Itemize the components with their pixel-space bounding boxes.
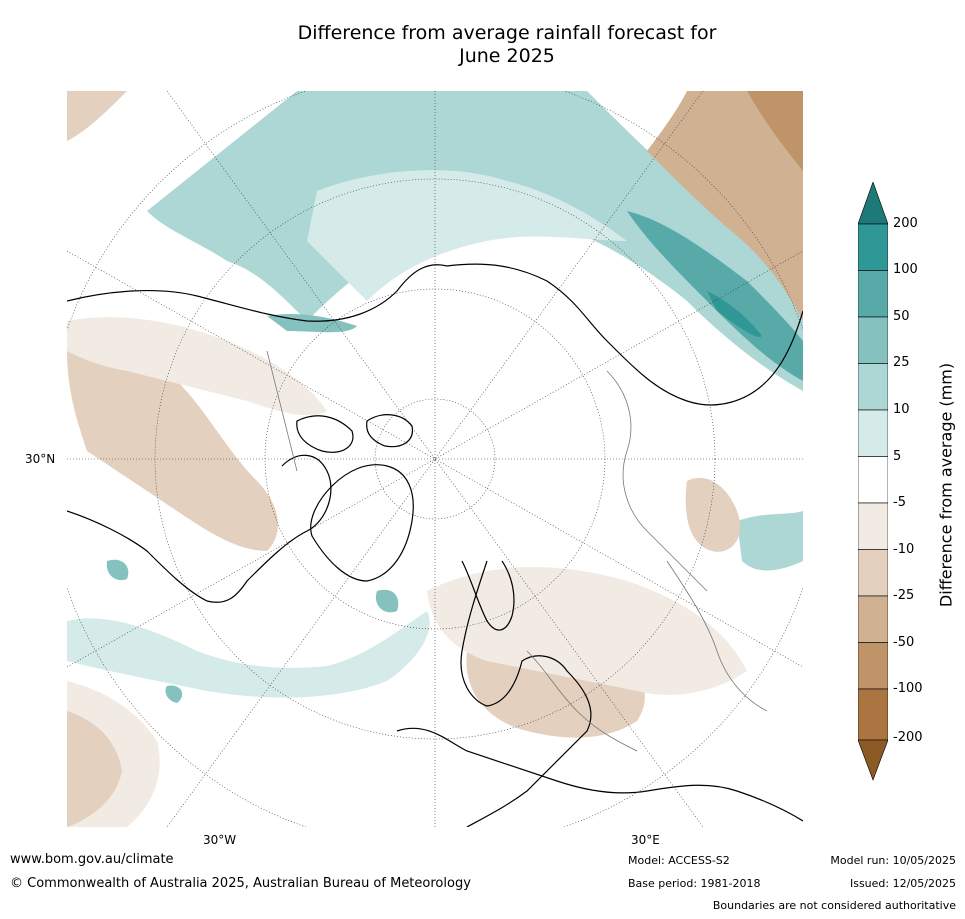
colorbar-swatch-100 bbox=[858, 270, 888, 318]
rainfall-anomaly-map bbox=[67, 91, 803, 827]
dry-region-north-america bbox=[67, 347, 278, 551]
dry-region-east-asia bbox=[647, 91, 803, 321]
graticule bbox=[67, 91, 803, 827]
dry-region-central-asia bbox=[685, 477, 741, 552]
colorbar-swatch-neg50 bbox=[858, 642, 888, 690]
coastline-greenland bbox=[310, 464, 414, 582]
footer-disclaimer: Boundaries are not considered authoritat… bbox=[712, 899, 956, 912]
map-canvas bbox=[67, 91, 803, 827]
colorbar-title: Difference from average (mm) bbox=[936, 362, 956, 608]
colorbar-tick-neg10: -10 bbox=[893, 542, 915, 557]
colorbar-tick-100: 100 bbox=[893, 262, 918, 277]
coastline-arctic-islands bbox=[296, 414, 413, 453]
colorbar-tick-10: 10 bbox=[893, 402, 910, 417]
colorbar-swatch-neg10 bbox=[858, 549, 888, 597]
footer-website: www.bom.gov.au/climate bbox=[10, 852, 174, 867]
longitude-label-30w: 30°W bbox=[203, 833, 237, 847]
country-borders bbox=[266, 350, 768, 752]
dry-region-europe-light bbox=[427, 567, 747, 695]
title-line-2: June 2025 bbox=[459, 45, 555, 67]
colorbar-swatch-neg5 bbox=[858, 502, 888, 550]
colorbar-tick-5: 5 bbox=[893, 449, 902, 464]
colorbar-swatch-neg25 bbox=[858, 595, 888, 643]
latitude-label-30n: 30°N bbox=[25, 452, 56, 466]
colorbar-swatch-neg100 bbox=[858, 688, 888, 741]
colorbar-tick-25: 25 bbox=[893, 355, 910, 370]
colorbar-tick-200: 200 bbox=[893, 216, 918, 231]
footer-copyright: © Commonwealth of Australia 2025, Austra… bbox=[10, 876, 471, 891]
dry-region-east-asia-strong bbox=[747, 91, 803, 171]
colorbar-swatch-200 bbox=[858, 223, 888, 271]
colorbar-tick-neg25: -25 bbox=[893, 588, 915, 603]
colorbar-tick-50: 50 bbox=[893, 309, 910, 324]
footer-issued: Issued: 12/05/2025 bbox=[849, 877, 956, 890]
longitude-label-30e: 30°E bbox=[631, 833, 660, 847]
coastline-eurasia bbox=[446, 263, 803, 827]
colorbar-top-arrow bbox=[858, 182, 888, 225]
wet-region-middle-east bbox=[737, 511, 803, 571]
dry-region-top-left bbox=[67, 91, 127, 141]
colorbar-tick-neg5: -5 bbox=[893, 495, 906, 510]
colorbar-swatch-50 bbox=[858, 316, 888, 364]
dry-region-north-america-light bbox=[67, 317, 327, 416]
footer-model: Model: ACCESS-S2 bbox=[628, 854, 730, 867]
wet-region-pacific-core bbox=[707, 291, 762, 337]
footer-base-period: Base period: 1981-2018 bbox=[628, 877, 761, 890]
title-line-1: Difference from average rainfall forecas… bbox=[297, 22, 717, 44]
coastlines bbox=[67, 263, 803, 827]
colorbar-swatch-10 bbox=[858, 409, 888, 457]
map-title: Difference from average rainfall forecas… bbox=[207, 22, 807, 68]
coastline-scandinavia bbox=[461, 560, 515, 631]
coastline-north-america bbox=[67, 264, 448, 603]
colorbar-swatch-25 bbox=[858, 363, 888, 411]
colorbar-tick-neg50: -50 bbox=[893, 635, 915, 650]
coastline-mediterranean bbox=[396, 727, 803, 822]
colorbar-bottom-arrow bbox=[858, 739, 888, 781]
colorbar-tick-neg100: -100 bbox=[893, 681, 923, 696]
wet-region-north-pacific-light bbox=[307, 170, 627, 301]
colorbar-swatch-5 bbox=[858, 456, 888, 504]
dry-region-pacific-corner-strong bbox=[67, 711, 122, 827]
wet-region-atlantic bbox=[67, 611, 430, 698]
footer-model-run: Model run: 10/05/2025 bbox=[830, 854, 956, 867]
colorbar-tick-neg200: -200 bbox=[893, 730, 923, 745]
colorbar bbox=[858, 182, 888, 781]
